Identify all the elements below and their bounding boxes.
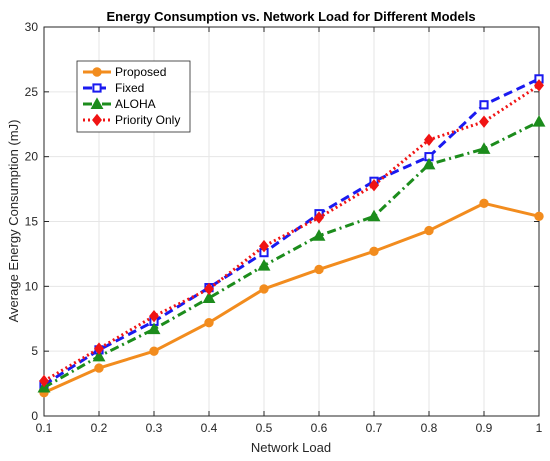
- data-point-priority-only: [534, 79, 544, 92]
- series-priority-only: [39, 79, 544, 388]
- legend: Proposed Fixed ALOHA Priority Only: [76, 60, 191, 133]
- data-point-aloha: [92, 349, 106, 362]
- data-point-proposed: [479, 198, 489, 209]
- data-point-aloha: [422, 157, 436, 170]
- x-tick-label: 0.9: [476, 421, 493, 435]
- data-point-priority-only: [204, 282, 214, 296]
- data-point-aloha: [532, 115, 546, 127]
- legend-label-priority-only: Priority Only: [115, 113, 180, 127]
- data-point-priority-only: [479, 115, 489, 128]
- data-point-fixed: [479, 100, 489, 110]
- legend-label-proposed: Proposed: [115, 65, 166, 79]
- data-point-aloha: [257, 258, 271, 271]
- data-point-priority-only: [259, 239, 269, 253]
- data-point-priority-only: [369, 178, 379, 192]
- data-point-aloha: [312, 229, 326, 241]
- legend-marker-priority-only: [92, 113, 102, 127]
- series-aloha: [37, 115, 546, 393]
- series-lines: [37, 74, 546, 398]
- data-point-proposed: [149, 346, 159, 356]
- data-point-proposed: [94, 363, 104, 373]
- data-point-priority-only: [149, 309, 159, 323]
- x-tick-label: 1: [536, 421, 543, 435]
- y-axis-title: Average Energy Consumption (mJ): [6, 120, 21, 323]
- legend-label-fixed: Fixed: [115, 81, 144, 95]
- x-tick-label: 0.1: [36, 421, 53, 435]
- x-tick-label: 0.4: [201, 421, 218, 435]
- data-point-aloha: [202, 291, 216, 303]
- series-line-aloha: [43, 120, 540, 389]
- legend-marker-fixed: [92, 83, 102, 93]
- data-point-aloha: [477, 142, 491, 154]
- legend-label-aloha: ALOHA: [115, 97, 156, 111]
- y-tick-label: 30: [25, 20, 39, 34]
- data-point-proposed: [424, 225, 434, 236]
- x-tick-label: 0.6: [311, 421, 328, 435]
- data-point-aloha: [147, 322, 161, 335]
- data-point-priority-only: [424, 133, 434, 147]
- series-line-priority-only: [43, 84, 540, 383]
- x-tick-label: 0.8: [421, 421, 438, 435]
- data-point-proposed: [204, 317, 214, 328]
- y-tick-label: 25: [25, 85, 39, 99]
- legend-marker-aloha: [90, 97, 104, 109]
- data-point-priority-only: [94, 342, 104, 355]
- legend-marker-proposed: [92, 67, 102, 77]
- x-tick-label: 0.7: [366, 421, 383, 435]
- x-axis-title: Network Load: [251, 440, 331, 455]
- data-point-proposed: [314, 264, 324, 275]
- y-tick-label: 10: [25, 279, 39, 293]
- series-proposed: [39, 198, 544, 398]
- y-tick-label: 15: [25, 215, 39, 229]
- chart-title: Energy Consumption vs. Network Load for …: [106, 9, 475, 24]
- y-tick-label: 0: [31, 409, 38, 423]
- x-tick-label: 0.3: [146, 421, 163, 435]
- data-point-proposed: [534, 211, 544, 222]
- y-tick-label: 5: [31, 344, 38, 358]
- data-point-aloha: [367, 209, 381, 222]
- x-tick-label: 0.2: [91, 421, 108, 435]
- x-tick-label: 0.5: [256, 421, 273, 435]
- data-point-priority-only: [314, 211, 324, 224]
- y-tick-label: 20: [25, 150, 39, 164]
- series-line-proposed: [43, 201, 540, 395]
- data-point-proposed: [259, 284, 269, 294]
- data-point-priority-only: [39, 374, 49, 388]
- data-point-proposed: [369, 246, 379, 257]
